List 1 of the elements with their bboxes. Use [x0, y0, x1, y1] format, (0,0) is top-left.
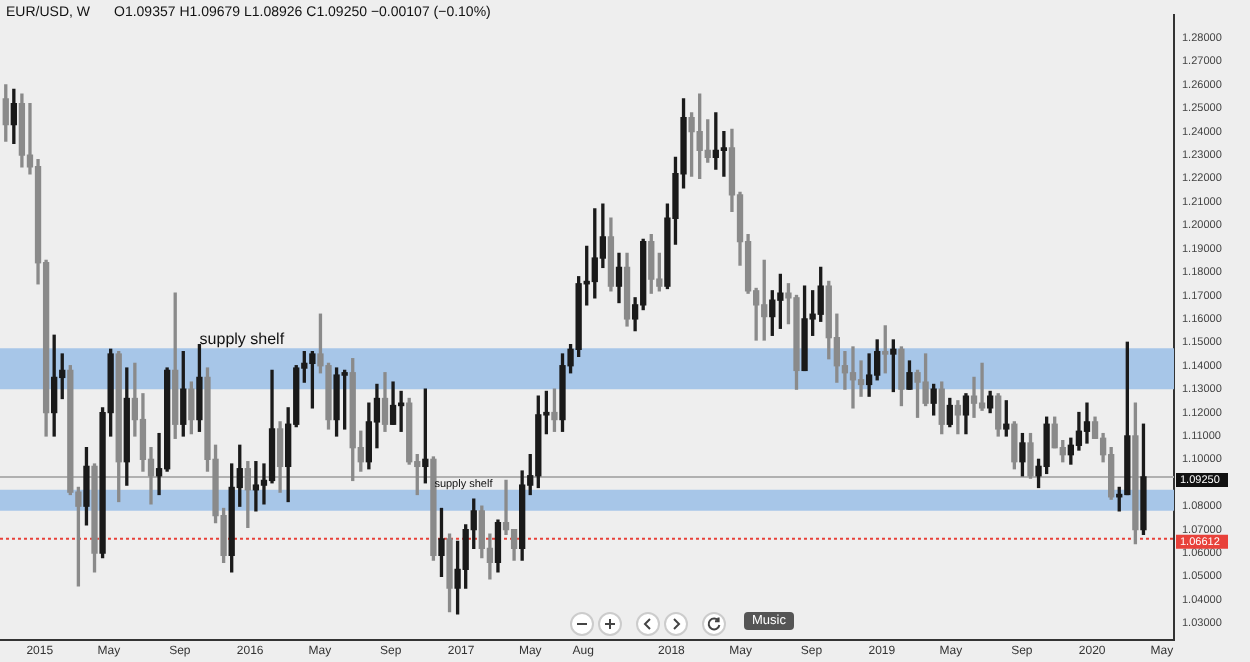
- band-label: supply shelf: [199, 330, 286, 349]
